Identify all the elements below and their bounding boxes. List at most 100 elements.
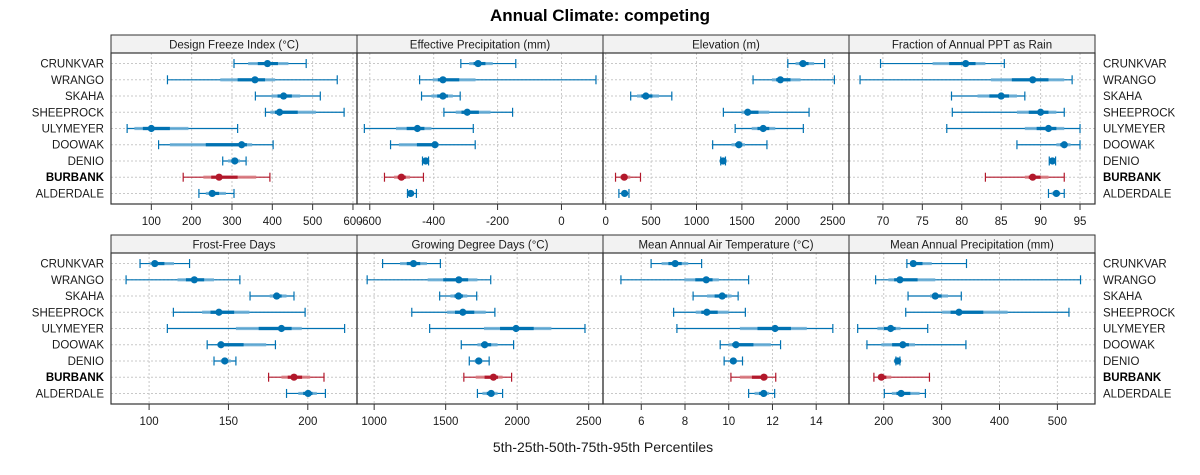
x-tick-label: 200 [182,216,201,228]
interval-mark-denio [894,356,902,366]
row-label-right: BURBANK [1103,372,1162,384]
x-tick-label: 90 [1034,216,1047,228]
panel-title: Fraction of Annual PPT as Rain [892,40,1052,52]
interval-mark-skaha [692,291,739,301]
x-tick-label: 6 [638,416,644,428]
panel: Effective Precipitation (mm) -600 -400 -200… [356,34,604,228]
median-point [413,124,421,133]
row-label-left: SHEEPROCK [32,307,105,319]
median-point [759,124,767,133]
median-point [702,276,710,284]
median-point [735,141,743,149]
interval-mark-denio [719,156,727,166]
median-point [463,108,471,116]
median-point [671,259,679,268]
x-tick-label: 400 [263,216,282,228]
row-label-left: DOOWAK [52,340,104,352]
x-axis-label: 5th-25th-50th-75th-95th Percentiles [493,439,713,455]
interval-mark-alderdale [748,388,776,398]
row-label-left: DENIO [68,156,104,168]
interval-mark-wrango [875,275,1082,285]
median-point [620,173,628,181]
interval-mark-wrango [859,75,1073,85]
median-point [397,173,406,181]
median-point [771,324,779,333]
median-point [431,141,439,149]
row-label-left: WRANGO [51,275,104,287]
interval-mark-sheeprock [905,307,1070,317]
median-point [221,357,229,365]
interval-mark-crunkvar [879,59,1005,69]
x-tick-label: 500 [1048,416,1067,428]
median-point [290,373,298,381]
panel: Growing Degree Days (°C) 1000 1500 2000 2500 [356,234,604,428]
panel: Design Freeze Index (°C) 100 200 300 400 500 6… [110,34,363,228]
interval-mark-burbank [463,372,513,382]
median-point [512,324,520,333]
panel: Mean Annual Precipitation (mm) 200 300 400 5… [848,234,1096,428]
interval-mark-burbank [873,372,931,382]
x-tick-label: 70 [877,216,890,228]
x-tick-label: 300 [932,416,951,428]
median-point [1048,157,1057,165]
median-point [1052,189,1060,198]
row-label-right: SKAHA [1103,91,1142,103]
panel: Frost-Free Days 100 150 200 [110,234,358,428]
interval-mark-denio [222,156,247,166]
median-point [215,308,223,316]
interval-mark-wrango [419,75,597,85]
interval-mark-sheeprock [951,107,1065,117]
interval-mark-doowak [460,340,515,350]
x-tick-label: -200 [486,216,509,228]
interval-mark-skaha [439,291,478,301]
x-tick-label: 0 [603,216,609,228]
x-tick-label: 2000 [504,416,530,428]
interval-mark-burbank [383,172,425,182]
x-tick-label: 600 [343,216,362,228]
median-point [1029,76,1037,84]
panel: Elevation (m) 0 500 1000 1500 2000 2500 [602,34,850,228]
median-point [899,341,907,349]
interval-mark-crunkvar [787,59,826,69]
median-point [703,308,711,316]
median-point [719,157,727,165]
row-label-right: ALDERDALE [1103,188,1172,200]
interval-mark-wrango [166,75,338,85]
row-label-left: SHEEPROCK [32,107,105,119]
panel-title: Elevation (m) [692,40,760,52]
x-tick-label: 75 [916,216,929,228]
panel: Mean Annual Air Temperature (°C) 6 8 10 12 14 [602,234,850,428]
x-tick-label: 150 [219,416,238,428]
interval-mark-crunkvar [233,59,307,69]
x-tick-label: 100 [139,416,158,428]
interval-mark-crunkvar [906,259,968,269]
row-label-right: DENIO [1103,156,1139,168]
median-point [238,141,246,149]
interval-mark-ulymeyer [429,324,586,333]
median-point [422,157,430,165]
interval-mark-doowak [719,340,782,350]
interval-mark-skaha [420,91,461,101]
median-point [147,124,155,133]
interval-mark-denio [723,356,744,366]
row-label-right: CRUNKVAR [1103,59,1167,71]
x-tick-label: 95 [1074,216,1087,228]
interval-mark-burbank [984,172,1065,182]
x-tick-label: 0 [558,216,564,228]
interval-mark-doowak [157,140,274,150]
x-tick-label: 80 [955,216,968,228]
row-label-right: SHEEPROCK [1103,107,1176,119]
median-point [409,259,418,268]
median-point [481,341,489,349]
median-point [1029,173,1037,181]
x-tick-label: 2500 [820,216,846,228]
x-tick-label: 300 [222,216,241,228]
median-point [776,76,784,84]
median-point [304,389,312,398]
x-tick-label: -600 [358,216,381,228]
row-label-right: BURBANK [1103,172,1162,184]
median-point [955,308,963,316]
x-tick-label: 400 [990,416,1009,428]
interval-mark-doowak [866,340,967,350]
interval-mark-sheeprock [264,107,345,117]
